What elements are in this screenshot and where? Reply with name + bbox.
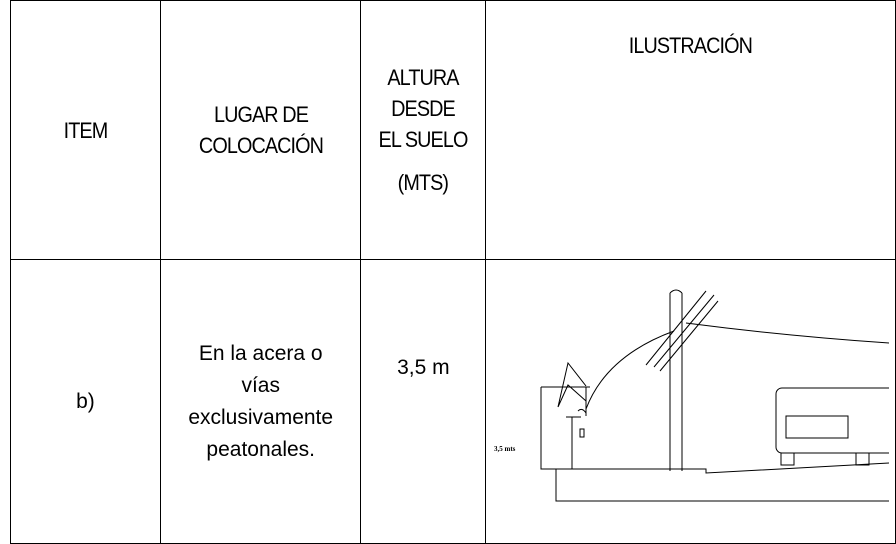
header-text: LUGAR DE COLOCACIÓN [198, 102, 324, 158]
wheels [780, 452, 870, 465]
ground [555, 462, 890, 501]
meter [577, 408, 587, 437]
vehicle-window [785, 415, 849, 438]
illustration-cell: 3,5 mts [485, 259, 896, 544]
header-cell: ILUSTRACIÓN [485, 0, 896, 260]
header-cell: ALTURA DESDE EL SUELO (MTS) [360, 0, 487, 260]
header-text: (MTS) [398, 170, 449, 195]
cell-text: En la acera o vías exclusivamente peaton… [188, 341, 334, 461]
cross-lines [645, 290, 719, 371]
roof [557, 361, 587, 407]
wire [686, 322, 890, 343]
header-text: ITEM [63, 117, 109, 143]
height-marker [566, 416, 582, 469]
table: ITEM LUGAR DE COLOCACIÓN ALTURA DESDE EL… [10, 0, 896, 544]
header-text: ILUSTRACIÓN [629, 33, 753, 58]
cell: 3,5 m [360, 259, 487, 544]
cell-text: 3,5 m [397, 355, 450, 379]
illustration-label: 3,5 mts [494, 445, 516, 453]
header-cell: LUGAR DE COLOCACIÓN [159, 0, 362, 260]
header-cell: ITEM [10, 0, 161, 260]
vehicle [775, 387, 890, 453]
pole-top [669, 289, 683, 293]
cell-text: b) [76, 389, 95, 413]
header-text: ALTURA DESDE EL SUELO [378, 65, 469, 152]
pole [669, 292, 683, 471]
drop-wire [585, 330, 675, 409]
cell: En la acera o vías exclusivamente peaton… [159, 259, 362, 544]
house [540, 386, 591, 473]
illustration: 3,5 mts [494, 289, 890, 501]
cell: b) [10, 259, 161, 544]
data-row: b) En la acera o vías exclusivamente pea… [10, 259, 896, 544]
header-row: ITEM LUGAR DE COLOCACIÓN ALTURA DESDE EL… [10, 0, 896, 260]
